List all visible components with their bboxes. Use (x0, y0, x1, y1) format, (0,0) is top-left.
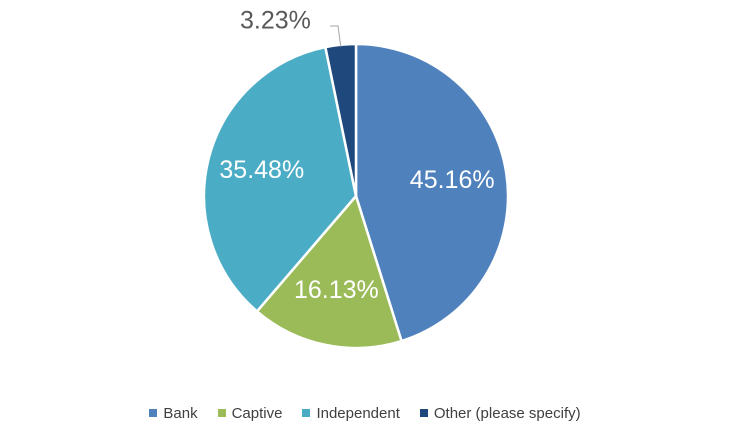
data-label-other: 3.23% (240, 7, 311, 35)
pie-chart-plot: 45.16% 16.13% 35.48% 3.23% (202, 7, 510, 350)
legend-label-independent: Independent (316, 404, 400, 422)
legend-swatch-captive (217, 409, 226, 417)
legend-swatch-bank (149, 409, 158, 417)
pie-slice-bank (354, 42, 510, 343)
legend-swatch-independent (302, 409, 311, 417)
legend-label-captive: Captive (231, 404, 283, 422)
pie-slice-independent (202, 45, 358, 313)
leader-line-other (330, 25, 342, 47)
legend-item-other: Other (please specify) (419, 404, 581, 422)
data-label-independent: 35.48% (219, 156, 304, 184)
legend-label-bank: Bank (163, 404, 198, 422)
legend-item-bank: Bank (149, 404, 198, 422)
legend-label-other: Other (please specify) (433, 404, 581, 422)
data-label-bank: 45.16% (410, 166, 495, 194)
legend-swatch-other (419, 409, 428, 417)
legend-item-captive: Captive (217, 404, 283, 422)
pie-slice-captive (255, 194, 403, 350)
legend-item-independent: Independent (302, 404, 400, 422)
data-label-captive: 16.13% (294, 276, 379, 304)
chart-legend: Bank Captive Independent Other (please s… (0, 400, 730, 426)
